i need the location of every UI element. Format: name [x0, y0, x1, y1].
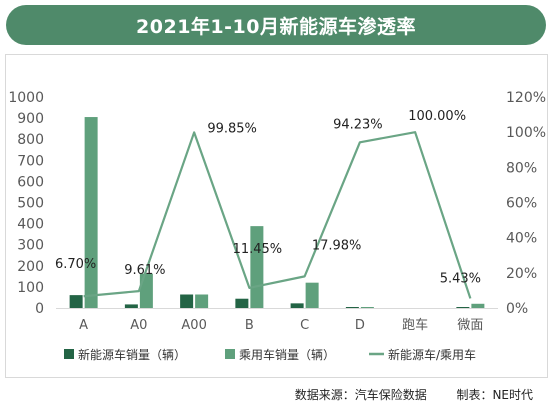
x-tick-label: A0	[130, 318, 147, 333]
legend-label-passenger: 乘用车销量（辆）	[239, 347, 335, 362]
table-maker: 制表：NE时代	[456, 388, 533, 402]
y-left-tick-label: 0	[35, 301, 44, 317]
bar-passenger-sales	[360, 307, 374, 308]
line-data-label: 17.98%	[312, 238, 362, 253]
y-left-tick-label: 600	[17, 174, 44, 190]
data-source: 数据来源：汽车保险数据	[294, 388, 427, 402]
bar-nev-sales	[345, 307, 359, 308]
x-tick-label: D	[355, 318, 365, 333]
y-left-tick-label: 700	[17, 153, 44, 169]
y-left-tick-label: 100	[17, 280, 44, 296]
bar-passenger-sales	[305, 282, 319, 308]
chart-frame	[5, 54, 548, 378]
line-data-label: 5.43%	[440, 271, 481, 286]
bar-nev-sales	[456, 307, 470, 308]
bar-nev-sales	[290, 303, 304, 308]
y-left-tick-label: 500	[17, 196, 44, 212]
chart-title: 2021年1-10月新能源车渗透率	[136, 15, 416, 38]
legend-label-nev: 新能源车销量（辆）	[78, 347, 186, 362]
bar-nev-sales	[235, 298, 249, 308]
x-tick-label: C	[300, 318, 309, 333]
y-right-tick-label: 40%	[506, 231, 537, 247]
title-banner: 2021年1-10月新能源车渗透率	[6, 5, 546, 45]
bar-passenger-sales	[84, 117, 98, 308]
bar-passenger-sales	[139, 273, 153, 308]
line-data-label: 9.61%	[124, 263, 165, 278]
y-right-tick-label: 0%	[506, 301, 528, 317]
legend-swatch-passenger	[225, 349, 235, 359]
y-left-tick-label: 1000	[8, 90, 44, 106]
y-left-tick-label: 900	[17, 111, 44, 127]
y-left-tick-label: 200	[17, 259, 44, 275]
x-tick-label: B	[245, 318, 254, 333]
legend-label-line: 新能源车/乘用车	[388, 347, 476, 362]
bar-passenger-sales	[195, 294, 209, 308]
bar-passenger-sales	[250, 226, 264, 308]
line-data-label: 11.45%	[233, 242, 283, 257]
y-right-tick-label: 100%	[506, 125, 546, 141]
line-data-label: 94.23%	[333, 117, 383, 132]
y-left-tick-label: 800	[17, 132, 44, 148]
y-right-tick-label: 20%	[506, 266, 537, 282]
line-data-label: 6.70%	[55, 257, 96, 272]
bar-nev-sales	[124, 304, 138, 308]
legend-swatch-nev	[64, 349, 74, 359]
y-left-tick-label: 300	[17, 238, 44, 254]
x-tick-label: A00	[181, 318, 206, 333]
bar-nev-sales	[180, 294, 194, 308]
line-penetration-rate	[83, 131, 472, 299]
line-data-label: 99.85%	[207, 121, 257, 136]
y-right-tick-label: 80%	[506, 160, 537, 176]
x-tick-label: 跑车	[402, 317, 428, 333]
y-left-tick-label: 400	[17, 217, 44, 233]
x-tick-label: A	[79, 318, 88, 333]
bar-passenger-sales	[471, 303, 485, 308]
footer: 数据来源：汽车保险数据 制表：NE时代	[295, 386, 533, 403]
y-right-tick-label: 60%	[506, 196, 537, 212]
bar-nev-sales	[69, 295, 83, 308]
x-tick-label: 微面	[457, 318, 483, 333]
y-right-tick-label: 120%	[506, 90, 546, 106]
line-data-label: 100.00%	[408, 109, 466, 124]
